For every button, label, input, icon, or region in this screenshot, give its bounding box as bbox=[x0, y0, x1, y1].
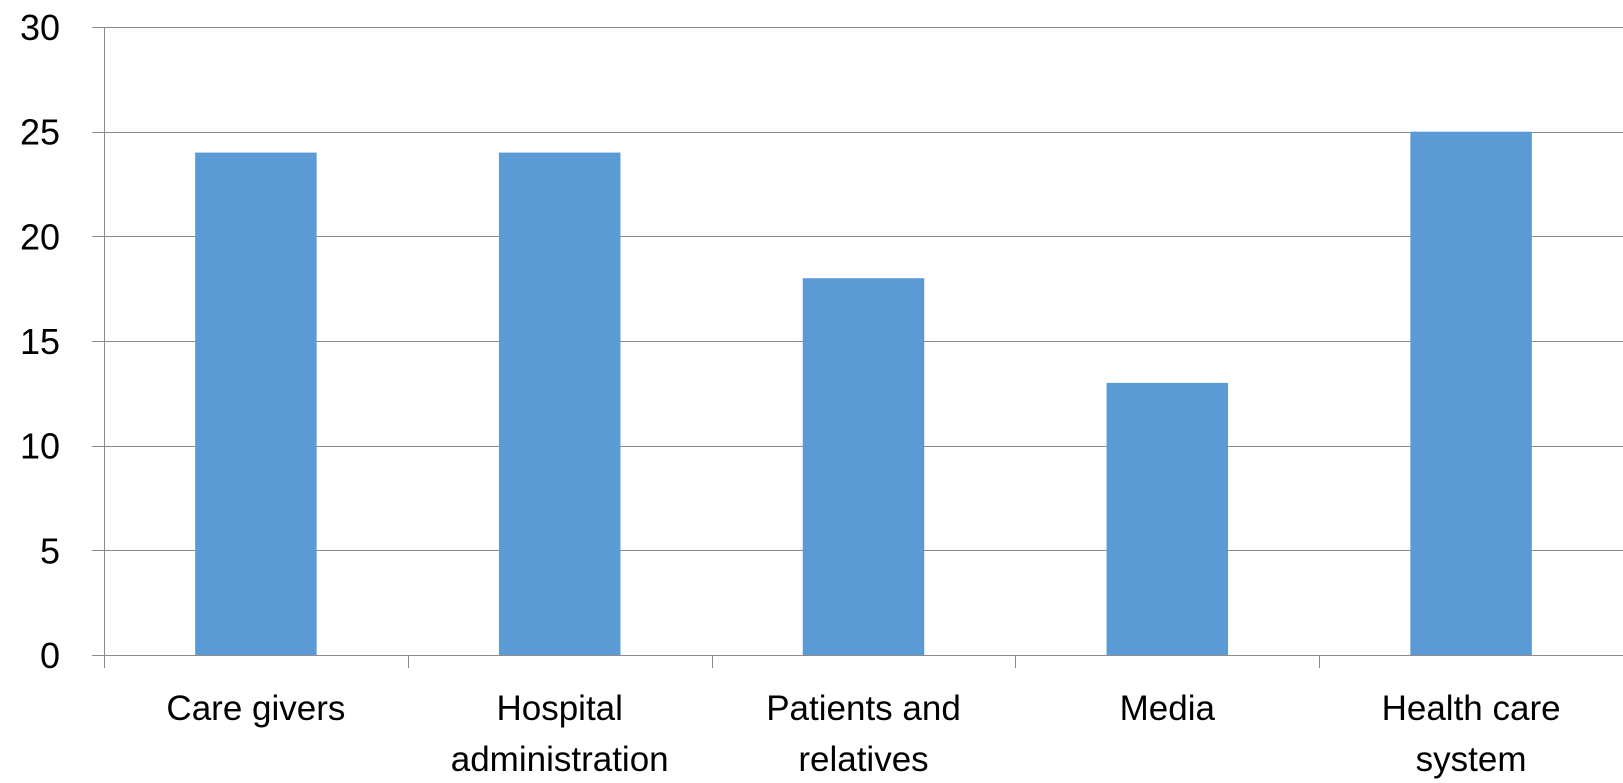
x-category-label-line: administration bbox=[451, 740, 669, 779]
x-category-label-line: Patients and bbox=[766, 689, 961, 728]
y-tick-label: 5 bbox=[40, 530, 60, 571]
x-category-label-line: Hospital bbox=[496, 689, 622, 728]
x-category-label: Patients and relatives bbox=[766, 689, 961, 779]
x-category-label-line: relatives bbox=[798, 740, 928, 779]
x-category-label-line: system bbox=[1416, 740, 1527, 779]
bar bbox=[1106, 382, 1229, 655]
x-category-label-line: Care givers bbox=[166, 689, 345, 728]
x-category-label-line: Health care bbox=[1382, 689, 1561, 728]
x-category-labels: Care givers Hospital administration Patient… bbox=[166, 689, 1560, 779]
y-tick-label: 30 bbox=[20, 7, 60, 48]
x-category-label: Care givers bbox=[166, 689, 345, 728]
axes bbox=[92, 27, 1623, 668]
y-tick-label: 10 bbox=[20, 426, 60, 467]
y-tick-label: 20 bbox=[20, 216, 60, 257]
x-category-label: Media bbox=[1120, 689, 1216, 728]
bars bbox=[195, 131, 1532, 655]
y-tick-label: 25 bbox=[20, 112, 60, 153]
x-category-label-line: Media bbox=[1120, 689, 1216, 728]
bar bbox=[195, 152, 317, 655]
x-category-label: Health care system bbox=[1382, 689, 1561, 779]
y-tick-labels: 0 5 10 15 20 25 30 bbox=[20, 7, 60, 676]
bar bbox=[498, 152, 621, 655]
y-tick-label: 15 bbox=[20, 321, 60, 362]
bar bbox=[1410, 131, 1532, 655]
y-tick-label: 0 bbox=[40, 635, 60, 676]
x-category-label: Hospital administration bbox=[451, 689, 669, 779]
bar bbox=[802, 278, 925, 655]
